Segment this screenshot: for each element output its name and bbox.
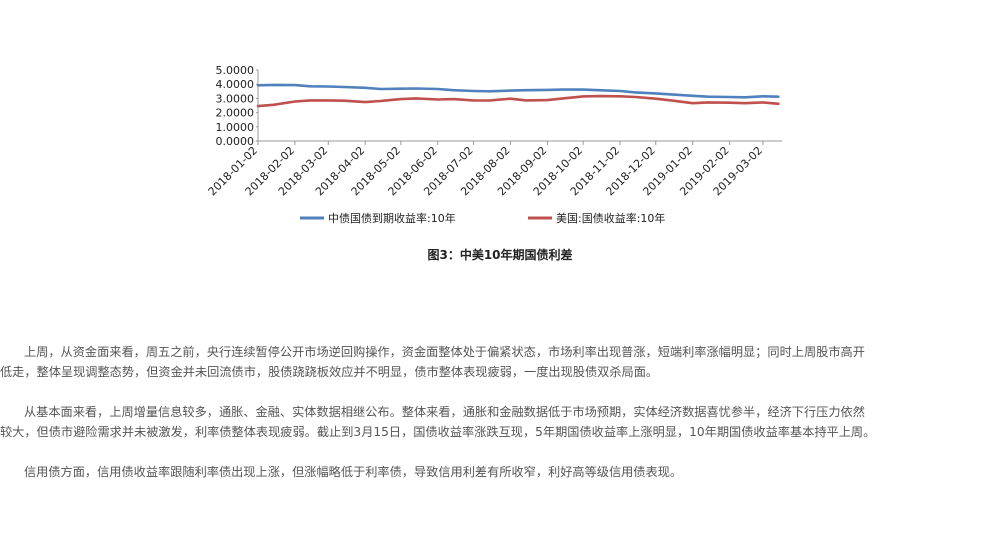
y-tick-label: 2.0000	[216, 107, 255, 120]
y-tick-label: 0.0000	[216, 135, 255, 148]
paragraph-2-line-2: 较大，但债市避险需求并未被激发，利率债整体表现疲弱。截止到3月15日，国债收益率…	[0, 425, 876, 439]
figure-caption: 图3：中美10年期国债利差	[427, 248, 573, 262]
y-tick-label: 4.0000	[216, 78, 255, 91]
y-tick-label: 1.0000	[216, 121, 255, 134]
series-line-1	[256, 83, 780, 99]
paragraph-3-line-1: 信用债方面，信用债收益率跟随利率债出现上涨，但涨幅略低于利率债，导致信用利差有所…	[24, 465, 683, 479]
paragraph-1-line-2: 低走，整体呈现调整态势，但资金并未回流债市，股债跷跷板效应并不明显，债市整体表现…	[0, 365, 659, 379]
paragraph-1-line-1: 上周，从资金面来看，周五之前，央行连续暂停公开市场逆回购操作，资金面整体处于偏紧…	[24, 345, 865, 359]
series-lines	[256, 83, 780, 108]
legend-label-1: 中债国债到期收益率:10年	[328, 211, 456, 225]
chart-legend: 中债国债到期收益率:10年 美国:国债收益率:10年	[300, 211, 665, 225]
paragraph-3: 信用债方面，信用债收益率跟随利率债出现上涨，但涨幅略低于利率债，导致信用利差有所…	[0, 462, 1000, 482]
article-body: 上周，从资金面来看，周五之前，央行连续暂停公开市场逆回购操作，资金面整体处于偏紧…	[0, 342, 1000, 502]
y-tick-label: 3.0000	[216, 92, 255, 105]
legend-label-2: 美国:国债收益率:10年	[556, 211, 665, 225]
y-tick-label: 5.0000	[216, 64, 255, 77]
paragraph-2-line-1: 从基本面来看，上周增量信息较多，通胀、金融、实体数据相继公布。整体来看，通胀和金…	[24, 405, 865, 419]
series-line-2	[256, 94, 780, 108]
paragraph-1: 上周，从资金面来看，周五之前，央行连续暂停公开市场逆回购操作，资金面整体处于偏紧…	[0, 342, 1000, 382]
x-axis-ticks: 2018-01-022018-02-022018-03-022018-04-02…	[206, 141, 765, 198]
paragraph-2: 从基本面来看，上周增量信息较多，通胀、金融、实体数据相继公布。整体来看，通胀和金…	[0, 402, 1000, 442]
